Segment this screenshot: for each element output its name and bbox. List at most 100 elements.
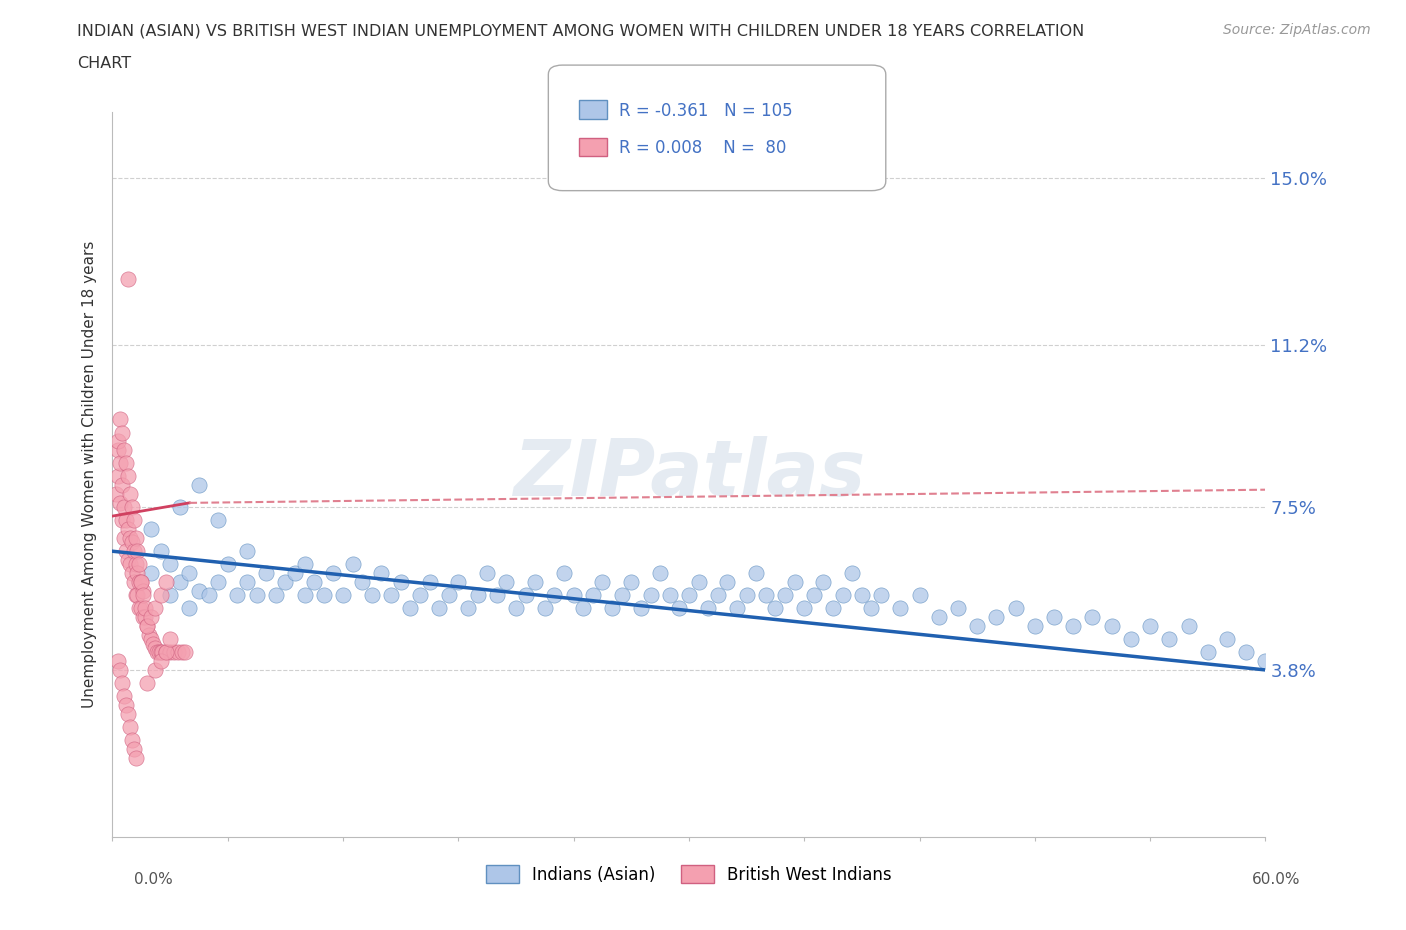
Point	[678, 588, 700, 603]
Point	[485, 588, 508, 603]
Text: R = -0.361   N = 105: R = -0.361 N = 105	[619, 102, 792, 120]
Point	[197, 588, 219, 603]
Point	[118, 720, 141, 735]
Point	[610, 588, 633, 603]
Point	[124, 531, 146, 546]
Point	[128, 575, 150, 590]
Point	[188, 583, 211, 598]
Point	[163, 644, 186, 659]
Point	[105, 486, 128, 501]
Point	[803, 588, 825, 603]
Text: Source: ZipAtlas.com: Source: ZipAtlas.com	[1223, 23, 1371, 37]
Point	[159, 631, 181, 646]
Point	[166, 644, 188, 659]
Point	[129, 601, 153, 616]
Point	[1101, 618, 1123, 633]
Point	[111, 478, 134, 493]
Point	[928, 610, 950, 625]
Point	[447, 575, 470, 590]
Point	[783, 575, 806, 590]
Point	[592, 575, 614, 590]
Point	[128, 557, 150, 572]
Point	[115, 456, 138, 471]
Point	[860, 601, 883, 616]
Point	[179, 601, 201, 616]
Point	[121, 535, 143, 550]
Point	[889, 601, 911, 616]
Point	[457, 601, 479, 616]
Point	[236, 575, 259, 590]
Point	[409, 588, 432, 603]
Point	[553, 565, 575, 580]
Point	[118, 531, 141, 546]
Point	[136, 618, 159, 633]
Point	[966, 618, 988, 633]
Point	[813, 575, 835, 590]
Point	[117, 469, 139, 484]
Point	[1216, 631, 1239, 646]
Point	[716, 575, 738, 590]
Point	[149, 654, 172, 669]
Point	[765, 601, 787, 616]
Point	[342, 557, 364, 572]
Point	[112, 531, 135, 546]
Point	[1177, 618, 1199, 633]
Point	[399, 601, 422, 616]
Point	[152, 644, 174, 659]
Legend: Indians (Asian), British West Indians: Indians (Asian), British West Indians	[479, 858, 898, 890]
Point	[841, 565, 863, 580]
Text: INDIAN (ASIAN) VS BRITISH WEST INDIAN UNEMPLOYMENT AMONG WOMEN WITH CHILDREN UND: INDIAN (ASIAN) VS BRITISH WEST INDIAN UN…	[77, 23, 1084, 38]
Point	[1254, 654, 1277, 669]
Point	[322, 565, 344, 580]
Point	[600, 601, 623, 616]
Point	[124, 557, 146, 572]
Point	[124, 588, 146, 603]
Point	[1024, 618, 1046, 633]
Point	[170, 644, 193, 659]
Point	[155, 644, 177, 659]
Point	[169, 575, 191, 590]
Point	[159, 557, 181, 572]
Point	[159, 588, 181, 603]
Point	[370, 565, 392, 580]
Point	[284, 565, 307, 580]
Point	[121, 499, 143, 514]
Point	[122, 513, 145, 528]
Point	[118, 486, 141, 501]
Point	[111, 425, 134, 440]
Point	[117, 272, 139, 286]
Point	[419, 575, 441, 590]
Point	[264, 588, 287, 603]
Point	[159, 644, 181, 659]
Point	[361, 588, 384, 603]
Point	[132, 588, 155, 603]
Point	[122, 544, 145, 559]
Point	[294, 588, 316, 603]
Point	[118, 557, 141, 572]
Point	[543, 588, 565, 603]
Point	[226, 588, 249, 603]
Point	[143, 662, 166, 677]
Point	[1081, 610, 1104, 625]
Point	[352, 575, 374, 590]
Point	[773, 588, 796, 603]
Point	[620, 575, 643, 590]
Point	[572, 601, 595, 616]
Point	[117, 522, 139, 537]
Point	[217, 557, 239, 572]
Point	[725, 601, 748, 616]
Point	[122, 741, 145, 756]
Point	[332, 588, 354, 603]
Point	[505, 601, 527, 616]
Point	[139, 522, 162, 537]
Point	[650, 565, 672, 580]
Point	[437, 588, 460, 603]
Point	[658, 588, 681, 603]
Point	[697, 601, 720, 616]
Point	[380, 588, 402, 603]
Point	[108, 496, 131, 511]
Point	[139, 565, 162, 580]
Y-axis label: Unemployment Among Women with Children Under 18 years: Unemployment Among Women with Children U…	[82, 241, 97, 708]
Point	[132, 583, 155, 598]
Point	[155, 644, 177, 659]
